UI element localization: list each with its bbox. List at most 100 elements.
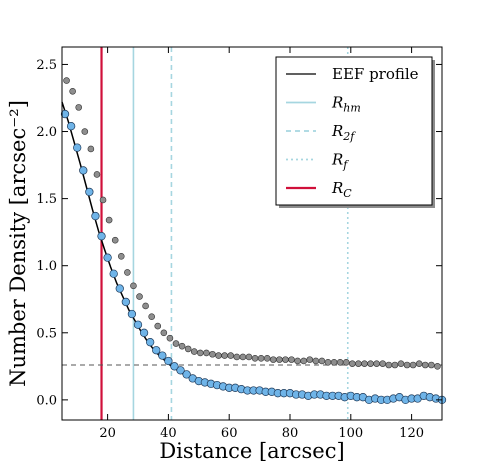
data-point [139, 328, 149, 337]
data-point [324, 359, 332, 366]
data-point [233, 353, 241, 361]
data-point [251, 354, 259, 362]
x-axis-ticks: 20 40 60 80 100 120 [99, 47, 424, 441]
data-point [227, 352, 235, 359]
data-point [178, 342, 186, 350]
data-point [66, 122, 76, 131]
data-point [124, 269, 131, 276]
data-point [105, 216, 113, 224]
data-point [85, 187, 94, 197]
x-tick-label: 20 [99, 426, 116, 441]
data-point [160, 329, 168, 337]
data-point [403, 361, 411, 369]
data-point [99, 196, 107, 204]
y-tick-label: 0.5 [36, 326, 57, 341]
data-point [136, 293, 143, 300]
series-raw-points [63, 77, 441, 370]
data-point [184, 345, 192, 353]
data-point [379, 360, 387, 367]
data-point [111, 236, 119, 244]
data-point [257, 354, 265, 362]
legend-label: EEF profile [332, 65, 419, 83]
data-point [269, 356, 277, 363]
data-point [342, 359, 350, 366]
data-point [209, 350, 216, 358]
data-point [115, 284, 124, 293]
legend-label: Rf [331, 151, 349, 172]
y-tick-label: 0.0 [36, 393, 57, 408]
data-point [69, 87, 76, 95]
data-point [109, 269, 118, 278]
x-tick-label: 100 [338, 426, 363, 441]
data-point [336, 359, 344, 366]
data-point [276, 356, 283, 363]
legend-label: RC [331, 179, 352, 200]
x-tick-label: 120 [399, 426, 424, 441]
data-point [142, 302, 149, 310]
data-point [288, 356, 295, 363]
y-tick-label: 2.0 [36, 125, 57, 140]
x-tick-label: 80 [282, 426, 299, 441]
data-point [421, 361, 429, 369]
data-point [215, 352, 222, 359]
data-point [91, 211, 100, 221]
data-point [367, 360, 374, 367]
data-point [148, 313, 155, 320]
data-point [190, 348, 198, 355]
data-point [130, 282, 137, 290]
data-point [434, 363, 441, 370]
data-point [361, 360, 368, 367]
data-point [133, 320, 143, 329]
y-tick-label: 1.0 [36, 259, 57, 274]
data-point [349, 360, 356, 367]
data-point [318, 357, 326, 365]
data-point [428, 361, 435, 369]
x-axis-label: Distance [arcsec] [159, 439, 344, 463]
data-point [306, 356, 314, 363]
data-point [203, 349, 210, 357]
data-point [197, 349, 204, 357]
data-point [73, 143, 82, 152]
data-point [182, 370, 191, 379]
data-point [245, 353, 253, 361]
legend-box [275, 56, 433, 206]
data-point [164, 356, 173, 366]
data-point [87, 145, 95, 153]
data-point [121, 297, 130, 307]
data-point [294, 357, 301, 365]
data-point [239, 353, 247, 361]
data-point [312, 357, 320, 365]
data-point [127, 309, 137, 319]
data-point [152, 346, 161, 355]
data-point [93, 171, 101, 178]
data-point [176, 366, 185, 375]
data-point [63, 77, 70, 84]
data-point [170, 362, 179, 371]
data-point [158, 351, 167, 360]
data-point [166, 334, 174, 342]
data-point [146, 338, 155, 347]
series-corrected-points [60, 109, 447, 405]
legend: EEF profile Rhm R2f Rf RC [275, 56, 435, 208]
y-axis-ticks: 0.0 0.5 1.0 1.5 2.0 2.5 [36, 58, 442, 408]
y-tick-label: 2.5 [36, 58, 57, 73]
data-point [397, 360, 405, 367]
data-point [81, 128, 89, 135]
data-point [409, 361, 417, 369]
data-point [172, 340, 180, 347]
y-axis-label: Number Density [arcsec⁻²] [6, 100, 30, 387]
x-tick-label: 40 [160, 426, 177, 441]
data-point [117, 253, 125, 260]
data-point [391, 361, 399, 369]
x-tick-label: 60 [221, 426, 238, 441]
y-tick-label: 1.5 [36, 192, 57, 207]
plot-frame [61, 46, 443, 421]
data-point [75, 104, 83, 111]
data-point [330, 359, 338, 366]
data-point [415, 360, 423, 367]
data-point [103, 253, 112, 262]
data-point [97, 232, 106, 241]
data-point [355, 360, 362, 367]
data-point [79, 166, 88, 175]
